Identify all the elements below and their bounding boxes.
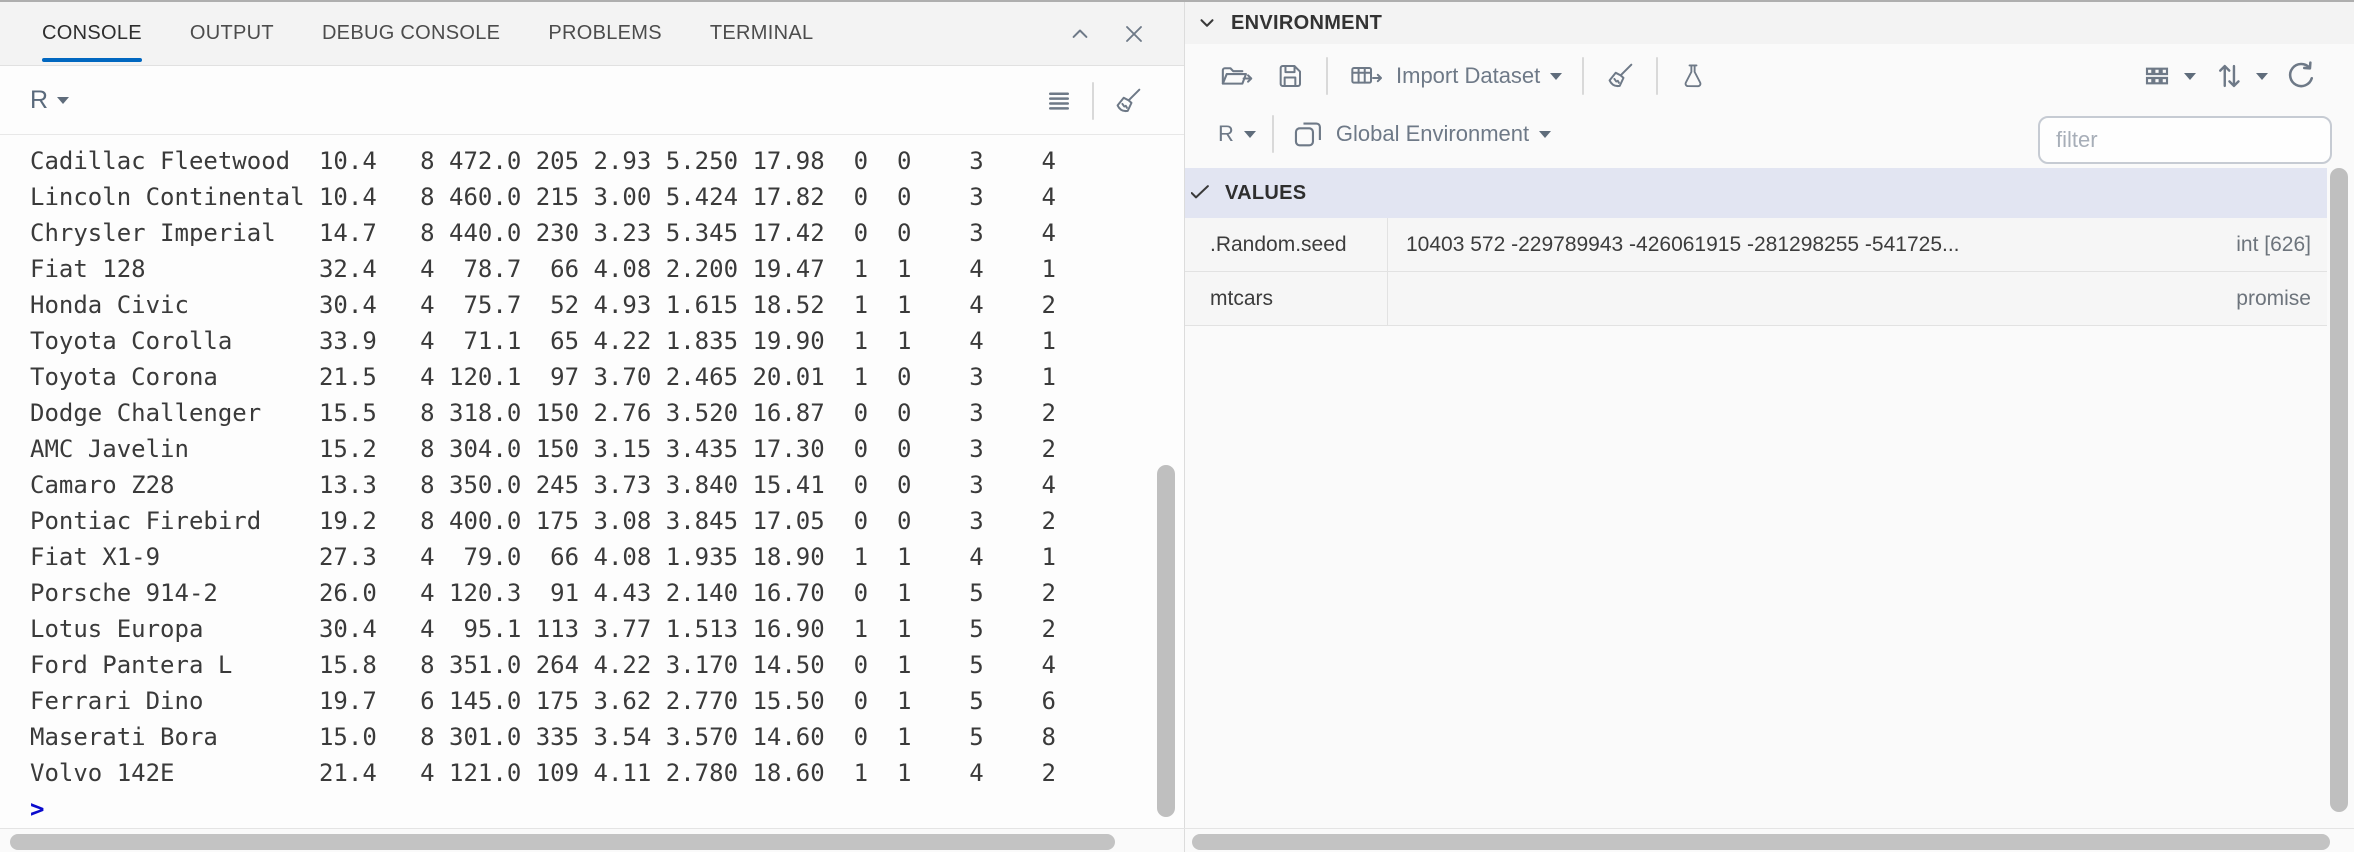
values-section-header[interactable]: VALUES xyxy=(1185,168,2327,218)
check-chevron-icon xyxy=(1191,183,1211,203)
bottom-panel: CONSOLE OUTPUT DEBUG CONSOLE PROBLEMS TE… xyxy=(0,2,1184,828)
close-icon xyxy=(1120,20,1148,48)
environment-scope-label: Global Environment xyxy=(1335,121,1530,146)
environment-toolbar: Import Dataset xyxy=(1185,48,1708,104)
environment-language-select[interactable]: R xyxy=(1218,121,1256,147)
chevron-down-icon xyxy=(2184,72,2196,80)
chevron-up-icon xyxy=(1066,20,1094,48)
broom-icon xyxy=(1112,85,1144,117)
environment-session-row: R Global Environment xyxy=(1185,106,1552,162)
variable-row-random-seed[interactable]: .Random.seed 10403 572 -229789943 -42606… xyxy=(1185,218,2327,272)
panel-divider[interactable] xyxy=(1184,2,1185,852)
refresh-icon xyxy=(2284,59,2318,93)
layers-icon xyxy=(1290,117,1326,151)
environment-filter-input[interactable] xyxy=(2038,116,2332,164)
open-folder-arrow-icon xyxy=(1218,59,1254,93)
sort-arrows-icon xyxy=(2212,59,2246,93)
environment-title: ENVIRONMENT xyxy=(1231,11,1383,34)
memory-usage-button[interactable] xyxy=(1678,60,1708,92)
load-workspace-button[interactable] xyxy=(1218,59,1254,93)
broom-icon xyxy=(1604,60,1636,92)
values-section-label: VALUES xyxy=(1225,181,1307,204)
import-dataset-button[interactable]: Import Dataset xyxy=(1348,60,1563,92)
console-vertical-scrollbar[interactable] xyxy=(1157,465,1175,817)
refresh-button[interactable] xyxy=(2284,59,2318,93)
environment-toolbar-right xyxy=(2140,48,2318,104)
environment-scope-select[interactable]: Global Environment xyxy=(1290,117,1552,151)
environment-horizontal-scrollbar[interactable] xyxy=(1192,834,2330,850)
variables-list: .Random.seed 10403 572 -229789943 -42606… xyxy=(1185,218,2327,326)
panel-tabbar: CONSOLE OUTPUT DEBUG CONSOLE PROBLEMS TE… xyxy=(0,2,1184,66)
flask-icon xyxy=(1678,60,1708,92)
panel-top-border xyxy=(0,0,2354,2)
tab-console[interactable]: CONSOLE xyxy=(42,2,142,65)
environment-vertical-scrollbar[interactable] xyxy=(2330,168,2348,812)
console-menu-button[interactable] xyxy=(1044,86,1074,116)
console-text: Cadillac Fleetwood 10.4 8 472.0 205 2.93… xyxy=(30,147,1056,787)
chevron-down-icon xyxy=(1196,12,1218,34)
console-toolbar: R xyxy=(0,66,1184,135)
tab-terminal[interactable]: TERMINAL xyxy=(709,22,814,44)
tab-output[interactable]: OUTPUT xyxy=(189,22,274,44)
save-workspace-button[interactable] xyxy=(1274,60,1306,92)
chevron-down-icon xyxy=(57,97,70,104)
variable-row-mtcars[interactable]: mtcars promise xyxy=(1185,272,2327,326)
chevron-down-icon xyxy=(1539,130,1552,138)
sort-button[interactable] xyxy=(2212,59,2268,93)
toolbar-separator xyxy=(1092,81,1094,120)
grid-icon xyxy=(2140,60,2174,92)
environment-language-label: R xyxy=(1218,121,1234,146)
chevron-down-icon xyxy=(1243,130,1256,138)
import-dataset-label: Import Dataset xyxy=(1396,63,1541,88)
console-horizontal-scrollbar[interactable] xyxy=(10,834,1115,850)
console-output[interactable]: Cadillac Fleetwood 10.4 8 472.0 205 2.93… xyxy=(0,135,1150,828)
toolbar-separator xyxy=(1656,57,1659,95)
variable-name: .Random.seed xyxy=(1185,218,1388,271)
list-icon xyxy=(1044,86,1074,116)
tab-debug-console[interactable]: DEBUG CONSOLE xyxy=(321,22,501,44)
variable-value: 10403 572 -229789943 -426061915 -2812982… xyxy=(1406,232,1960,256)
table-arrow-icon xyxy=(1348,60,1386,92)
chevron-down-icon xyxy=(1550,72,1563,80)
list-view-button[interactable] xyxy=(2140,60,2196,92)
panel-close-button[interactable] xyxy=(1120,20,1148,48)
console-interpreter-select[interactable]: R xyxy=(30,66,70,135)
variable-type: int [626] xyxy=(2236,232,2311,256)
panel-actions xyxy=(1066,2,1184,66)
environment-panel: ENVIRONMENT Import Dataset xyxy=(1185,2,2354,828)
console-prompt-line: > xyxy=(0,791,1150,827)
console-interpreter-label: R xyxy=(30,86,49,114)
chevron-down-icon xyxy=(2256,72,2268,80)
environment-header[interactable]: ENVIRONMENT xyxy=(1185,2,2354,44)
toolbar-separator xyxy=(1271,115,1274,153)
console-clear-button[interactable] xyxy=(1112,85,1144,117)
toolbar-separator xyxy=(1326,57,1328,95)
console-toolbar-actions xyxy=(1044,66,1144,135)
content-bottom-border xyxy=(0,828,2354,829)
variable-name: mtcars xyxy=(1185,272,1388,325)
tab-problems[interactable]: PROBLEMS xyxy=(548,22,662,44)
save-icon xyxy=(1274,60,1306,92)
clear-objects-button[interactable] xyxy=(1604,60,1636,92)
panel-maximize-button[interactable] xyxy=(1066,20,1094,48)
console-prompt: > xyxy=(30,795,45,823)
toolbar-separator xyxy=(1582,57,1585,95)
variable-type: promise xyxy=(2236,286,2311,310)
